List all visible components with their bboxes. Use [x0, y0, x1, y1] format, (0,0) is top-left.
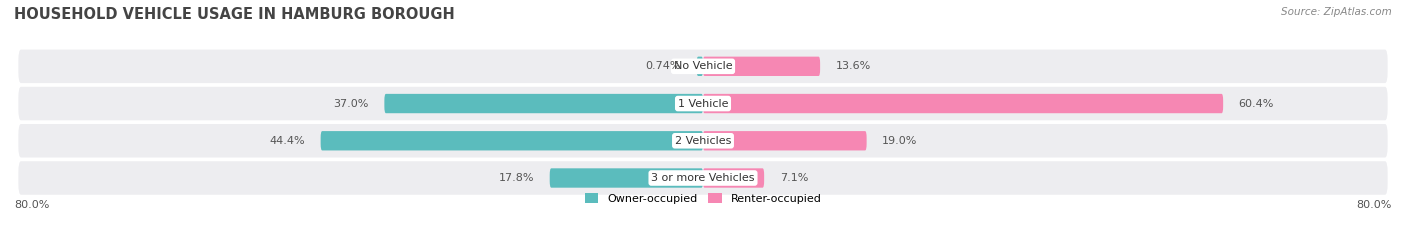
- FancyBboxPatch shape: [703, 131, 866, 150]
- Text: 3 or more Vehicles: 3 or more Vehicles: [651, 173, 755, 183]
- Legend: Owner-occupied, Renter-occupied: Owner-occupied, Renter-occupied: [581, 189, 825, 208]
- Text: Source: ZipAtlas.com: Source: ZipAtlas.com: [1281, 7, 1392, 17]
- FancyBboxPatch shape: [703, 57, 820, 76]
- FancyBboxPatch shape: [18, 87, 1388, 120]
- FancyBboxPatch shape: [18, 50, 1388, 83]
- FancyBboxPatch shape: [550, 168, 703, 188]
- FancyBboxPatch shape: [18, 161, 1388, 195]
- Text: No Vehicle: No Vehicle: [673, 61, 733, 71]
- Text: 44.4%: 44.4%: [270, 136, 305, 146]
- Text: 80.0%: 80.0%: [14, 200, 49, 210]
- Text: 2 Vehicles: 2 Vehicles: [675, 136, 731, 146]
- Text: 80.0%: 80.0%: [1357, 200, 1392, 210]
- Text: 19.0%: 19.0%: [882, 136, 918, 146]
- FancyBboxPatch shape: [696, 57, 703, 76]
- Text: 17.8%: 17.8%: [499, 173, 534, 183]
- Text: 0.74%: 0.74%: [645, 61, 681, 71]
- Text: 1 Vehicle: 1 Vehicle: [678, 99, 728, 109]
- FancyBboxPatch shape: [18, 124, 1388, 157]
- FancyBboxPatch shape: [703, 94, 1223, 113]
- FancyBboxPatch shape: [384, 94, 703, 113]
- Text: 37.0%: 37.0%: [333, 99, 368, 109]
- FancyBboxPatch shape: [321, 131, 703, 150]
- Text: 13.6%: 13.6%: [835, 61, 870, 71]
- Text: 7.1%: 7.1%: [780, 173, 808, 183]
- Text: HOUSEHOLD VEHICLE USAGE IN HAMBURG BOROUGH: HOUSEHOLD VEHICLE USAGE IN HAMBURG BOROU…: [14, 7, 454, 22]
- FancyBboxPatch shape: [703, 168, 763, 188]
- Text: 60.4%: 60.4%: [1239, 99, 1274, 109]
